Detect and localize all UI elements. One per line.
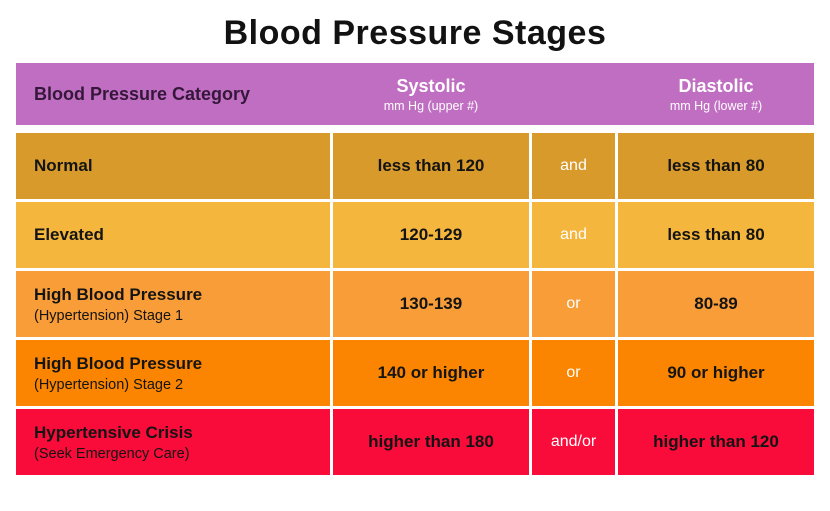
systolic-value: less than 120 <box>333 133 529 199</box>
systolic-value: 120-129 <box>333 202 529 268</box>
category-cell: Normal <box>16 133 330 199</box>
table-row-elevated: Elevated 120-129 and less than 80 <box>16 202 814 268</box>
header-diastolic-subtitle: mm Hg (lower #) <box>669 98 763 113</box>
blood-pressure-table: Blood Pressure Category Systolic mm Hg (… <box>16 63 814 475</box>
connector-value: and <box>532 133 615 199</box>
category-label: High Blood Pressure <box>34 353 203 373</box>
header-systolic: Systolic mm Hg (upper #) <box>333 76 529 113</box>
table-row-stage1: High Blood Pressure (Hypertension) Stage… <box>16 271 814 337</box>
table-row-crisis: Hypertensive Crisis (Seek Emergency Care… <box>16 409 814 475</box>
header-systolic-subtitle: mm Hg (upper #) <box>383 98 479 113</box>
connector-value: or <box>532 271 615 337</box>
category-cell: High Blood Pressure (Hypertension) Stage… <box>16 340 330 406</box>
category-sublabel: (Hypertension) Stage 1 <box>34 307 184 324</box>
category-label: Hypertensive Crisis <box>34 422 193 442</box>
category-label: High Blood Pressure <box>34 284 203 304</box>
diastolic-value: less than 80 <box>618 202 814 268</box>
category-sublabel: (Seek Emergency Care) <box>34 445 190 462</box>
connector-value: or <box>532 340 615 406</box>
table-row-stage2: High Blood Pressure (Hypertension) Stage… <box>16 340 814 406</box>
page-title: Blood Pressure Stages <box>223 14 607 52</box>
category-cell: Elevated <box>16 202 330 268</box>
diastolic-value: 80-89 <box>618 271 814 337</box>
diastolic-value: higher than 120 <box>618 409 814 475</box>
connector-value: and/or <box>532 409 615 475</box>
diastolic-value: 90 or higher <box>618 340 814 406</box>
connector-value: and <box>532 202 615 268</box>
header-diastolic: Diastolic mm Hg (lower #) <box>618 76 814 113</box>
header-category: Blood Pressure Category <box>34 83 251 104</box>
category-sublabel: (Hypertension) Stage 2 <box>34 376 184 393</box>
category-cell: Hypertensive Crisis (Seek Emergency Care… <box>16 409 330 475</box>
category-label: Elevated <box>34 225 104 244</box>
systolic-value: 130-139 <box>333 271 529 337</box>
header-systolic-title: Systolic <box>396 75 466 96</box>
table-row-normal: Normal less than 120 and less than 80 <box>16 133 814 199</box>
table-body: Normal less than 120 and less than 80 El… <box>16 133 814 475</box>
header-diastolic-title: Diastolic <box>678 75 754 96</box>
systolic-value: higher than 180 <box>333 409 529 475</box>
diastolic-value: less than 80 <box>618 133 814 199</box>
category-label: Normal <box>34 156 93 175</box>
systolic-value: 140 or higher <box>333 340 529 406</box>
category-cell: High Blood Pressure (Hypertension) Stage… <box>16 271 330 337</box>
table-header-row: Blood Pressure Category Systolic mm Hg (… <box>16 63 814 125</box>
